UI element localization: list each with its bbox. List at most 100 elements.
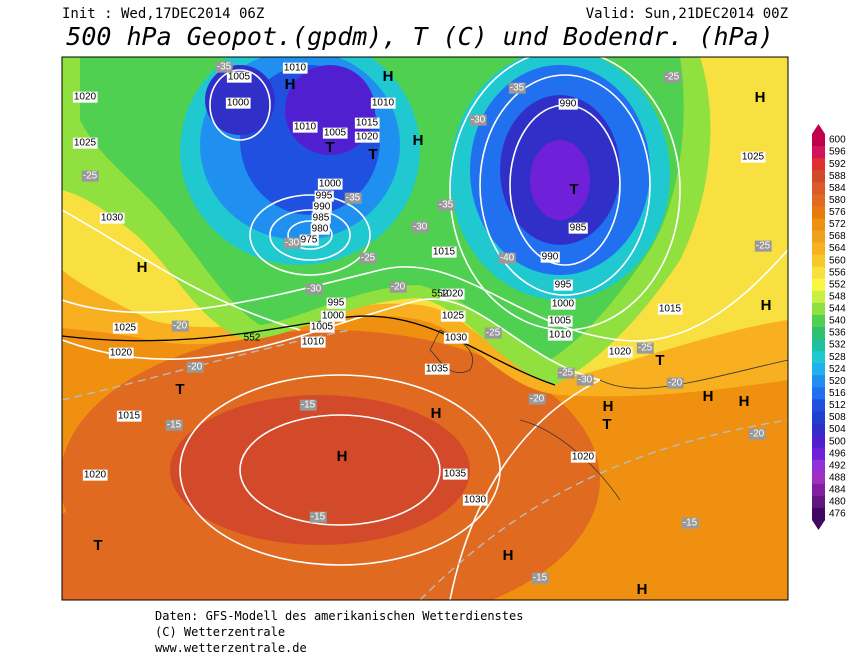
init-time: Init : Wed,17DEC2014 06Z [62, 6, 264, 22]
isobar-label-box [540, 251, 560, 263]
isobar-label: 1020 [572, 452, 595, 463]
temperature-label-box [171, 320, 189, 332]
isobar-label: 990 [542, 252, 559, 263]
pressure-center: H [603, 398, 614, 415]
pressure-center: T [325, 139, 334, 156]
isobar-label-box [431, 246, 457, 258]
pressure-center: H [431, 405, 442, 422]
isobar-label-box [317, 178, 343, 190]
colorbar-swatch [812, 447, 825, 461]
isobar-label-box [657, 303, 683, 315]
isobar-label: 1005 [324, 128, 347, 139]
colorbar-swatch [812, 471, 825, 485]
pressure-center: H [755, 89, 766, 106]
isobar-label: 1030 [464, 495, 487, 506]
isobar-label: 1035 [426, 364, 449, 375]
temperature-label-box [666, 377, 684, 389]
isobar-label-box [443, 332, 469, 344]
temperature-label: -25 [665, 72, 680, 83]
colorbar-swatch [812, 158, 825, 171]
isobar-label-box [462, 494, 488, 506]
temperature-label: -35 [510, 83, 525, 94]
isobar-label-box [553, 279, 573, 291]
isobar-label: 985 [570, 223, 587, 234]
colorbar-label: 532 [829, 340, 846, 351]
isobar-label-box [354, 117, 380, 129]
isobar-label-box [424, 363, 450, 375]
map-frame [61, 56, 789, 601]
temperature-label: -20 [188, 362, 203, 373]
temperature-label-box [681, 517, 699, 529]
isobar-label: 1020 [110, 348, 133, 359]
temperature-label: -20 [530, 394, 545, 405]
isobar-label-box [607, 346, 633, 358]
temperature-label: -30 [307, 284, 322, 295]
isobar-label-box [550, 298, 576, 310]
isobar-label-box [558, 98, 578, 110]
colorbar-swatch [812, 459, 825, 473]
isobar-label-box [312, 201, 332, 213]
isobar-label-box [310, 223, 330, 235]
colorbar-label: 596 [829, 147, 846, 158]
temperature-label: -25 [361, 253, 376, 264]
temperature-label-box [498, 252, 516, 264]
footer-source: Daten: GFS-Modell des amerikanischen Wet… [155, 609, 523, 623]
isobar-label-box [82, 469, 108, 481]
colorbar-swatch [812, 218, 825, 231]
isobar-label-box [99, 212, 125, 224]
isobar-label-box [314, 190, 334, 202]
pressure-center: H [383, 68, 394, 85]
temperature-label: -40 [500, 253, 515, 264]
temperature-label-box [576, 374, 594, 386]
colorbar-swatch [812, 507, 825, 521]
isobar-label-box [108, 347, 134, 359]
isobar-label-box [311, 212, 331, 224]
colorbar-label: 576 [829, 207, 846, 218]
temperature-label-box [215, 61, 233, 73]
isobar-label-box [440, 310, 466, 322]
temperature-label-box [557, 367, 575, 379]
temperature-label-box [636, 342, 654, 354]
pressure-center: H [761, 297, 772, 314]
colorbar-label: 536 [829, 328, 846, 339]
temperature-label-box [663, 71, 681, 83]
colorbar-label: 492 [829, 460, 846, 471]
isobar-label-box [300, 336, 326, 348]
temperature-label-box [186, 361, 204, 373]
temperature-label: -25 [559, 368, 574, 379]
isobar-label: 990 [560, 99, 577, 110]
temperature-label-box [469, 114, 487, 126]
colorbar-swatch [812, 242, 825, 256]
colorbar-swatch [812, 495, 825, 509]
isobar-label: 1015 [659, 304, 682, 315]
isobar-label: 1020 [356, 132, 379, 143]
isobar-label-box [570, 451, 596, 463]
colorbar-label: 560 [829, 255, 846, 266]
colorbar-swatch [812, 314, 825, 328]
pressure-center: H [137, 259, 148, 276]
temperature-label-box [748, 428, 766, 440]
isobar-label-box [292, 121, 318, 133]
colorbar-swatch [812, 483, 825, 497]
isobar-label-box [568, 222, 588, 234]
isobar-label-box [442, 468, 468, 480]
pressure-center: H [739, 393, 750, 410]
footer-url: www.wetterzentrale.de [155, 641, 307, 655]
colorbar-label: 520 [829, 376, 846, 387]
isobar-label-box [322, 127, 348, 139]
isobar-label: 1000 [322, 311, 345, 322]
colorbar-label: 588 [829, 171, 846, 182]
isobar-label-box [740, 151, 766, 163]
temperature-label: -20 [173, 321, 188, 332]
map [62, 57, 788, 600]
isobar-label-box [326, 297, 346, 309]
colorbar-label: 600 [829, 135, 846, 146]
isobar-label: 1010 [302, 337, 325, 348]
isobar-label-box [299, 234, 319, 246]
colorbar-swatch [812, 399, 825, 412]
colorbar-swatch [812, 254, 825, 268]
temperature-label: -25 [638, 343, 653, 354]
colorbar-swatch [812, 133, 825, 147]
temperature-label-box [299, 399, 317, 411]
colorbar-swatch [812, 290, 825, 304]
